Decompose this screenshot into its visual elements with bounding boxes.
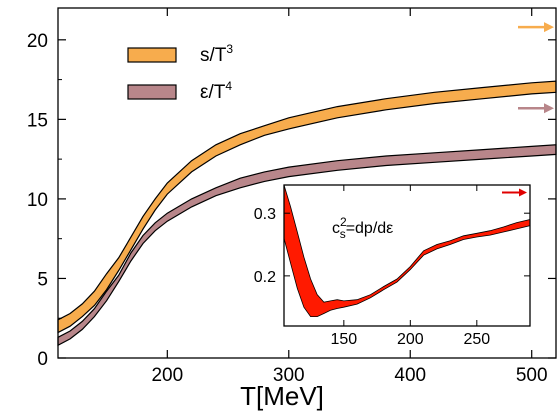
legend: s/T3 ε/T4 xyxy=(127,42,233,103)
inset-chart: 150 200 250 0.2 0.3 c2 s=dp/dε xyxy=(254,184,531,348)
x-axis-label: T[MeV] xyxy=(240,381,324,411)
y-tick-label: 15 xyxy=(27,110,48,131)
inset-y-tick-label: 0.2 xyxy=(254,269,276,286)
inset-frame xyxy=(283,184,531,327)
x-tick-label: 300 xyxy=(273,365,305,386)
legend-label-eps-over-t4: ε/T4 xyxy=(200,79,232,103)
x-tick-label: 200 xyxy=(151,365,183,386)
y-tick-label: 5 xyxy=(37,269,48,290)
inset-x-tick-label: 250 xyxy=(463,331,490,348)
legend-swatch-s-over-t3 xyxy=(127,47,177,63)
y-tick-label: 20 xyxy=(27,31,48,52)
limit-arrow-head xyxy=(544,22,554,33)
y-tick-label: 0 xyxy=(37,349,48,370)
inset-legend-label: c2 s=dp/dε xyxy=(332,215,393,241)
y-tick-label: 10 xyxy=(27,190,48,211)
legend-label-s-over-t3: s/T3 xyxy=(200,42,233,66)
inset-x-tick-label: 200 xyxy=(397,331,424,348)
plot-frame xyxy=(57,7,557,359)
limit-arrow-head xyxy=(544,103,554,114)
x-tick-label: 400 xyxy=(394,365,426,386)
legend-swatch-eps-over-t4 xyxy=(127,84,177,100)
x-tick-label: 500 xyxy=(516,365,548,386)
inset-y-tick-label: 0.3 xyxy=(254,206,276,223)
inset-limit-arrow-head xyxy=(519,188,527,197)
inset-x-tick-label: 150 xyxy=(330,331,357,348)
